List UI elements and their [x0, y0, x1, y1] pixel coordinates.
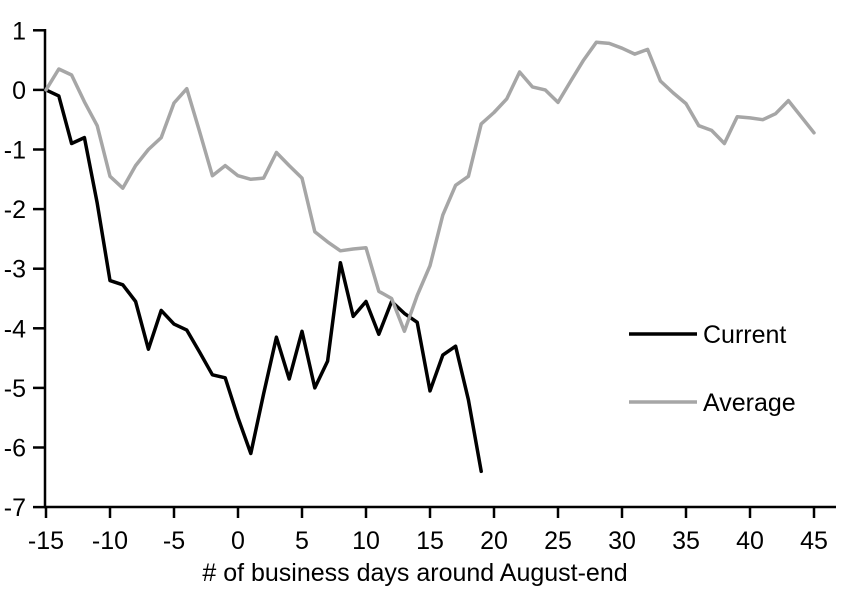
x-tick-label: -15	[28, 527, 64, 555]
x-tick-label: 25	[544, 527, 572, 555]
x-tick-label: 10	[352, 527, 380, 555]
legend-label-average: Average	[703, 389, 796, 417]
x-tick-label: 20	[480, 527, 508, 555]
x-tick-label: -10	[92, 527, 128, 555]
x-tick-label: 0	[231, 527, 245, 555]
x-tick-label: -5	[163, 527, 185, 555]
axis-tick-labels: 10-1-2-3-4-5-6-7-15 -10 -5 0 5 10 15 20 25 30 35 40…	[4, 17, 828, 555]
y-tick-label: -5	[4, 375, 26, 403]
legend: Current Average	[629, 321, 796, 417]
y-tick-label: -2	[4, 196, 26, 224]
x-tick-label: 45	[800, 527, 828, 555]
x-axis-title: # of business days around August-end	[202, 559, 627, 587]
y-tick-label: 1	[12, 17, 26, 45]
y-tick-label: -1	[4, 137, 26, 165]
axes	[33, 29, 836, 518]
x-tick-label: 30	[608, 527, 636, 555]
x-tick-label: 35	[672, 527, 700, 555]
x-tick-label: 40	[736, 527, 764, 555]
y-tick-label: -3	[4, 256, 26, 284]
y-tick-label: 0	[12, 77, 26, 105]
y-tick-label: -6	[4, 435, 26, 463]
series-line-average	[44, 40, 816, 334]
x-tick-label: 5	[295, 527, 309, 555]
series-lines	[44, 40, 816, 474]
y-tick-label: -4	[4, 315, 26, 343]
x-tick-label: 15	[416, 527, 444, 555]
series-line-current	[44, 88, 483, 474]
legend-label-current: Current	[703, 321, 786, 349]
y-tick-label: -7	[4, 494, 26, 522]
